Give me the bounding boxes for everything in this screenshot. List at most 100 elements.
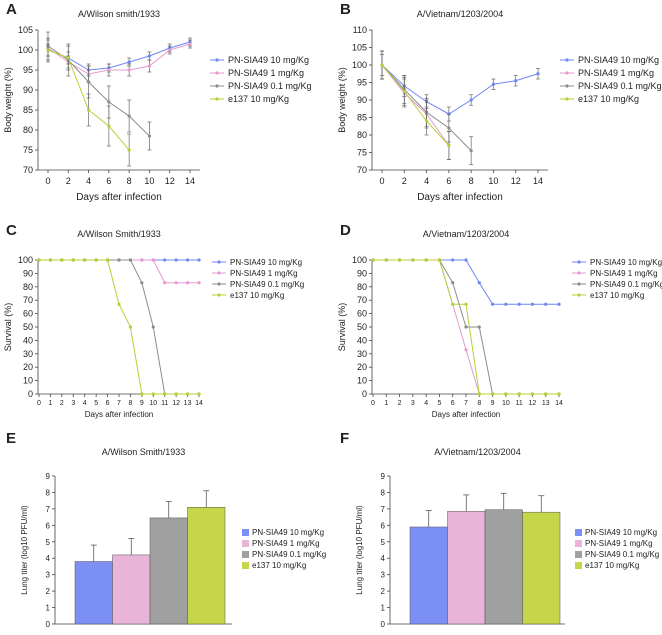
legend-swatch	[242, 551, 249, 558]
y-tick-label: 50	[357, 322, 367, 332]
y-tick-label: 80	[357, 282, 367, 292]
legend-swatch	[575, 529, 582, 536]
data-point	[197, 258, 201, 262]
data-point	[517, 302, 521, 306]
legend-label: PN-SIA49 0.1 mg/Kg	[252, 550, 326, 559]
x-tick-label: 13	[542, 400, 550, 407]
legend-label: PN-SIA49 0.1 mg/Kg	[578, 81, 662, 91]
x-tick-label: 6	[451, 400, 455, 407]
legend-marker	[217, 260, 221, 264]
data-point	[424, 258, 428, 262]
data-point	[128, 258, 133, 262]
data-point	[557, 392, 561, 396]
series-line	[47, 41, 191, 71]
data-point	[514, 79, 518, 83]
y-tick-label: 90	[23, 268, 33, 278]
x-tick-label: 6	[106, 176, 111, 186]
y-tick-label: 80	[23, 282, 33, 292]
panel-label: A	[6, 1, 17, 18]
data-point	[185, 392, 190, 396]
data-point	[107, 100, 111, 104]
y-tick-label: 30	[23, 349, 33, 359]
data-point	[174, 258, 178, 262]
data-point	[66, 56, 70, 60]
y-tick-label: 105	[352, 43, 367, 53]
data-point	[477, 281, 481, 285]
x-tick-label: 8	[127, 176, 132, 186]
legend-label: e137 10 mg/Kg	[585, 561, 639, 570]
x-axis-label: Days after infection	[76, 192, 162, 203]
x-tick-label: 2	[60, 400, 64, 407]
y-axis-label: Body weight (%)	[337, 67, 347, 133]
y-tick-label: 105	[18, 25, 33, 35]
x-tick-label: 14	[185, 176, 195, 186]
data-point	[437, 258, 442, 262]
x-tick-label: 1	[48, 400, 52, 407]
data-point	[105, 258, 110, 262]
panel-label: B	[340, 1, 351, 18]
legend-label: PN-SIA49 1 mg/Kg	[230, 269, 298, 278]
data-point	[107, 68, 111, 72]
legend-marker	[215, 84, 219, 88]
x-tick-label: 1	[384, 400, 388, 407]
data-point	[411, 258, 415, 262]
data-point	[464, 302, 468, 306]
legend-label: PN-SIA49 1 mg/Kg	[228, 68, 304, 78]
series-line	[39, 259, 199, 284]
y-tick-label: 4	[46, 554, 51, 563]
x-tick-label: 0	[379, 176, 384, 186]
y-tick-label: 9	[46, 472, 51, 481]
data-point	[71, 258, 75, 262]
data-point	[384, 258, 388, 262]
x-tick-label: 0	[37, 400, 41, 407]
bar	[409, 526, 448, 625]
data-point	[491, 82, 496, 86]
y-tick-label: 75	[23, 145, 33, 155]
legend-label: e137 10 mg/Kg	[230, 291, 284, 300]
data-point	[140, 258, 144, 262]
y-tick-label: 90	[23, 85, 33, 95]
data-point	[197, 281, 201, 285]
y-tick-label: 110	[353, 25, 367, 35]
y-tick-label: 90	[357, 95, 367, 105]
x-tick-label: 2	[402, 176, 407, 186]
x-tick-label: 13	[184, 400, 192, 407]
data-point	[451, 258, 455, 262]
series-line	[39, 259, 199, 395]
bar	[187, 506, 226, 625]
y-tick-label: 60	[357, 309, 367, 319]
legend-label: PN-SIA49 0.1 mg/Kg	[228, 81, 312, 91]
legend-swatch	[242, 540, 249, 547]
legend-label: PN-SIA49 1 mg/Kg	[590, 269, 658, 278]
data-point	[147, 54, 152, 58]
x-tick-label: 2	[66, 176, 71, 186]
data-point	[151, 258, 155, 262]
series-line	[47, 45, 150, 137]
panel-label: C	[6, 222, 17, 239]
y-tick-label: 95	[357, 78, 367, 88]
data-point	[380, 63, 384, 67]
legend-label: e137 10 mg/Kg	[228, 94, 289, 104]
data-point	[128, 325, 133, 329]
data-point	[464, 325, 468, 329]
data-point	[174, 281, 178, 285]
y-tick-label: 90	[357, 268, 367, 278]
panel-label: E	[6, 430, 16, 447]
data-point	[504, 302, 508, 306]
x-tick-label: 4	[424, 176, 429, 186]
legend-label: PN-SIA49 1 mg/Kg	[252, 539, 320, 548]
data-point	[140, 281, 144, 285]
legend-marker	[217, 271, 221, 275]
x-tick-label: 0	[371, 400, 375, 407]
legend-marker	[217, 293, 221, 297]
y-tick-label: 10	[23, 376, 33, 386]
data-point	[83, 258, 87, 262]
series-line	[381, 64, 450, 146]
y-tick-label: 7	[381, 505, 386, 514]
data-point	[151, 392, 155, 396]
y-axis-label: Lung titer (log10 PFU/ml)	[355, 505, 364, 595]
y-tick-label: 10	[357, 376, 367, 386]
data-point	[127, 68, 131, 72]
y-tick-label: 20	[23, 362, 33, 372]
chart-title: A/Wilson Smith/1933	[102, 447, 186, 457]
